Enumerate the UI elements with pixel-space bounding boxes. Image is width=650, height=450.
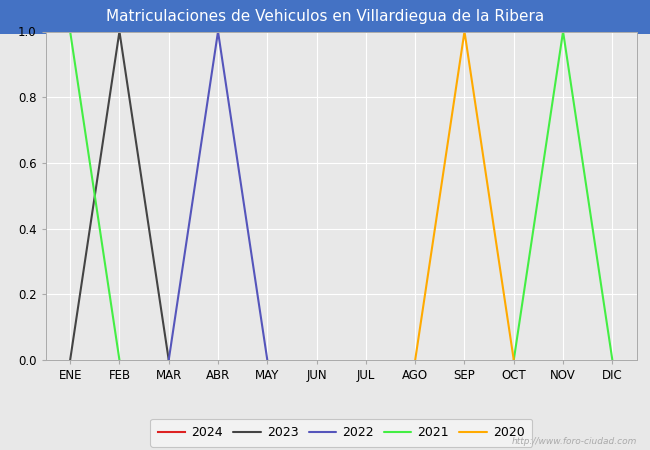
Text: Matriculaciones de Vehiculos en Villardiegua de la Ribera: Matriculaciones de Vehiculos en Villardi… (106, 9, 544, 24)
Legend: 2024, 2023, 2022, 2021, 2020: 2024, 2023, 2022, 2021, 2020 (150, 419, 532, 447)
Text: http://www.foro-ciudad.com: http://www.foro-ciudad.com (512, 436, 637, 446)
